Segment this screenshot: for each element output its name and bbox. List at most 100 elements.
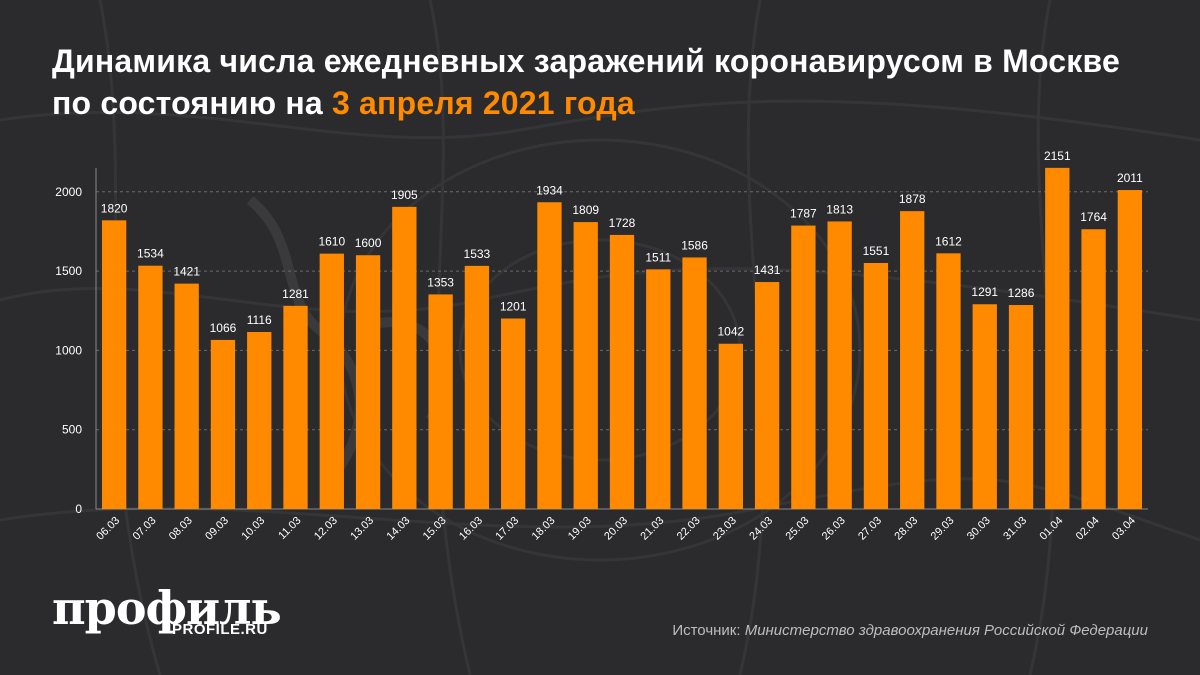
data-label: 1116: [247, 313, 272, 327]
data-label: 1291: [971, 285, 998, 299]
data-label: 1534: [137, 247, 164, 261]
xtick-layer: 06.03 07.03 08.03 09.03 10.03 11.03 12.03 13.03…: [94, 515, 1138, 543]
bar: [319, 253, 344, 509]
bar: [174, 283, 199, 509]
bar: [791, 225, 816, 509]
bar: [501, 318, 526, 509]
x-tick-label: 22.03: [675, 515, 703, 543]
data-label: 1431: [754, 263, 781, 277]
y-tick-label: 2000: [55, 185, 82, 199]
data-label: 1813: [826, 202, 853, 216]
bar: [754, 282, 780, 509]
bar: [936, 253, 961, 509]
x-tick-label: 07.03: [131, 515, 159, 543]
source-note: Источник: Министерство здравоохранения Р…: [672, 622, 1148, 639]
x-tick-label: 28.03: [892, 515, 920, 543]
bar: [283, 305, 308, 509]
x-tick-label: 09.03: [203, 515, 231, 543]
bar: [609, 234, 635, 510]
page-title: Динамика числа ежедневных заражений коро…: [52, 40, 1162, 124]
bar: [355, 255, 381, 509]
data-label: 1353: [427, 275, 454, 289]
x-tick-label: 17.03: [493, 515, 521, 543]
bar: [428, 294, 453, 509]
data-label: 1764: [1080, 210, 1107, 224]
bar: [900, 211, 925, 509]
logo-wordmark: профиль: [52, 581, 282, 635]
bar: [1117, 190, 1143, 509]
data-label: 1586: [681, 238, 708, 252]
x-tick-label: 31.03: [1001, 515, 1029, 543]
data-label: 1201: [500, 300, 527, 314]
bar: [392, 206, 417, 509]
x-tick-label: 01.04: [1037, 515, 1065, 543]
bar: [247, 331, 272, 509]
x-tick-label: 18.03: [530, 515, 558, 543]
x-tick-label: 06.03: [94, 515, 122, 543]
bar: [972, 304, 997, 509]
x-tick-label: 03.04: [1110, 515, 1138, 543]
bar: [682, 257, 707, 509]
label-layer: 1820 1534 1421 1066 1116 1281 1610 1600 1905 1353…: [101, 149, 1143, 339]
data-label: 1286: [1008, 286, 1035, 300]
source-name: Министерство здравоохранения Российской …: [744, 622, 1148, 639]
bar: [464, 265, 490, 509]
bar: [827, 221, 852, 509]
data-label: 1511: [645, 250, 671, 264]
data-label: 1820: [101, 201, 128, 215]
title-main: Динамика числа ежедневных заражений коро…: [52, 43, 1120, 121]
x-tick-label: 27.03: [856, 515, 884, 543]
x-tick-label: 25.03: [784, 515, 812, 543]
bar: [138, 265, 163, 509]
x-tick-label: 10.03: [239, 515, 267, 543]
x-tick-label: 23.03: [711, 515, 739, 543]
y-tick-label: 0: [75, 502, 82, 516]
data-label: 1281: [282, 287, 309, 301]
data-label: 1809: [572, 203, 599, 217]
data-label: 1421: [173, 265, 200, 279]
x-tick-label: 20.03: [602, 515, 630, 543]
bar: [863, 263, 889, 509]
x-tick-label: 15.03: [421, 515, 449, 543]
x-tick-label: 24.03: [747, 515, 775, 543]
data-label: 1551: [863, 244, 890, 258]
data-label: 1533: [464, 247, 491, 261]
x-tick-label: 12.03: [312, 515, 340, 543]
y-tick-label: 1500: [55, 264, 82, 278]
bar: [1081, 229, 1106, 510]
x-tick-label: 13.03: [348, 515, 376, 543]
logo-url: PROFILE.RU: [172, 621, 268, 638]
source-label: Источник:: [672, 622, 741, 639]
data-label: 1612: [935, 234, 962, 248]
x-tick-label: 08.03: [167, 515, 195, 543]
x-tick-label: 19.03: [566, 515, 594, 543]
bar: [210, 339, 236, 509]
x-tick-label: 30.03: [965, 515, 993, 543]
data-label: 1600: [355, 236, 382, 250]
title-highlight: 3 апреля 2021 года: [331, 85, 635, 121]
data-label: 1905: [391, 188, 418, 202]
profile-logo[interactable]: профиль PROFILE.RU: [52, 581, 282, 638]
x-tick-label: 14.03: [385, 515, 413, 543]
data-label: 1878: [899, 192, 926, 206]
bar: [1045, 167, 1070, 509]
bar: [1008, 305, 1034, 509]
x-tick-label: 26.03: [820, 515, 848, 543]
x-tick-label: 02.04: [1074, 515, 1102, 543]
data-label: 2151: [1044, 149, 1071, 163]
x-tick-label: 16.03: [457, 515, 485, 543]
x-tick-label: 21.03: [638, 515, 666, 543]
data-label: 1934: [536, 183, 563, 197]
x-tick-label: 11.03: [276, 515, 303, 542]
data-label: 2011: [1117, 171, 1143, 185]
y-tick-label: 1000: [55, 343, 82, 357]
y-tick-label: 500: [62, 423, 82, 437]
bar: [573, 222, 598, 510]
data-label: 1787: [790, 207, 817, 221]
bar: [646, 269, 671, 509]
bar: [718, 343, 743, 509]
x-tick-label: 29.03: [929, 515, 957, 543]
bar: [537, 202, 562, 509]
data-label: 1728: [609, 216, 636, 230]
